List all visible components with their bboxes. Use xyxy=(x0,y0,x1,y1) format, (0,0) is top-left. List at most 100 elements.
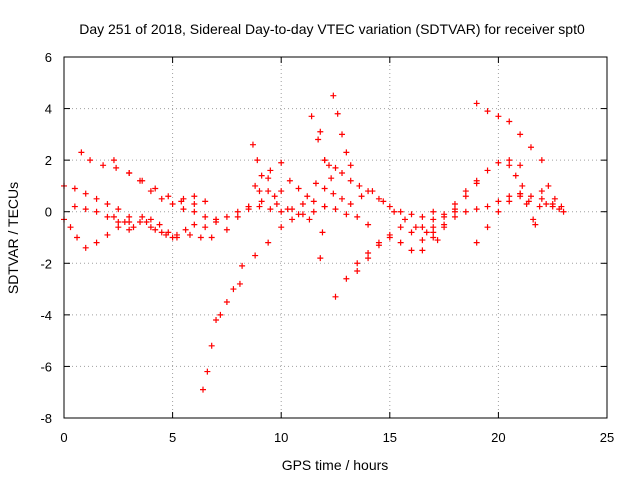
data-point xyxy=(365,255,372,262)
data-point xyxy=(556,206,563,213)
data-point xyxy=(82,190,89,197)
series-track-t xyxy=(473,100,545,164)
data-point xyxy=(113,164,120,171)
data-point xyxy=(430,229,437,236)
data-point xyxy=(538,188,545,195)
data-point xyxy=(254,157,261,164)
data-point xyxy=(82,244,89,251)
data-point xyxy=(93,195,100,202)
y-tick-label: 2 xyxy=(45,153,52,168)
data-point xyxy=(299,200,306,207)
data-point xyxy=(93,239,100,246)
data-point xyxy=(152,226,159,233)
data-point xyxy=(93,208,100,215)
data-point xyxy=(110,213,117,220)
data-point xyxy=(197,234,204,241)
data-point xyxy=(332,164,339,171)
data-point xyxy=(434,237,441,244)
series-track-r xyxy=(347,188,441,244)
data-point xyxy=(339,170,346,177)
data-point xyxy=(412,224,419,231)
data-point xyxy=(202,224,209,231)
data-point xyxy=(462,188,469,195)
data-point xyxy=(191,208,198,215)
series-track-f xyxy=(110,198,328,238)
data-point xyxy=(278,188,285,195)
data-point xyxy=(217,311,224,318)
data-point xyxy=(295,211,302,218)
data-point xyxy=(430,224,437,231)
data-point xyxy=(158,195,165,202)
data-point xyxy=(343,149,350,156)
data-point xyxy=(473,100,480,107)
data-point xyxy=(517,131,524,138)
series-track-k xyxy=(245,175,346,210)
data-point xyxy=(397,239,404,246)
data-point xyxy=(506,198,513,205)
data-point xyxy=(115,206,122,213)
data-point xyxy=(397,224,404,231)
data-point xyxy=(82,206,89,213)
series-track-p xyxy=(332,206,458,300)
data-point xyxy=(121,219,128,226)
data-point xyxy=(339,131,346,138)
data-point xyxy=(484,224,491,231)
data-point xyxy=(71,185,78,192)
x-tick-label: 15 xyxy=(383,430,397,445)
y-tick-label: -8 xyxy=(40,411,52,426)
data-point xyxy=(532,221,539,228)
data-point xyxy=(354,268,361,275)
data-point xyxy=(462,208,469,215)
data-point xyxy=(530,216,537,223)
data-point xyxy=(332,206,339,213)
data-point xyxy=(180,206,187,213)
data-point xyxy=(202,213,209,220)
data-point xyxy=(265,188,272,195)
x-tick-label: 5 xyxy=(169,430,176,445)
data-point xyxy=(234,213,241,220)
x-tick-label: 20 xyxy=(491,430,505,445)
data-point xyxy=(284,206,291,213)
data-point xyxy=(356,182,363,189)
data-point xyxy=(495,159,502,166)
data-point xyxy=(386,203,393,210)
data-point xyxy=(506,193,513,200)
data-point xyxy=(147,216,154,223)
data-point xyxy=(408,211,415,218)
data-point xyxy=(451,200,458,207)
data-point xyxy=(419,237,426,244)
data-point xyxy=(358,193,365,200)
data-point xyxy=(289,216,296,223)
data-point xyxy=(208,234,215,241)
data-point xyxy=(147,188,154,195)
data-point xyxy=(139,213,146,220)
data-point xyxy=(213,216,220,223)
series-track-s xyxy=(419,180,480,254)
data-point xyxy=(343,275,350,282)
x-tick-label: 0 xyxy=(60,430,67,445)
y-axis-label: SDTVAR / TECUs xyxy=(5,182,21,294)
data-point xyxy=(104,231,111,238)
series-track-j xyxy=(239,203,372,269)
data-point xyxy=(278,224,285,231)
series-track-i xyxy=(200,280,243,393)
data-point xyxy=(325,162,332,169)
data-point xyxy=(271,193,278,200)
data-point xyxy=(152,185,159,192)
data-point xyxy=(317,255,324,262)
series-track-d xyxy=(110,157,220,223)
data-point xyxy=(104,213,111,220)
data-point xyxy=(295,185,302,192)
data-point xyxy=(223,213,230,220)
data-point xyxy=(310,198,317,205)
series-track-b xyxy=(61,216,133,251)
y-axis-ticks: -8 -6 -4 -2 0 2 4 6 xyxy=(40,50,607,426)
data-point xyxy=(163,231,170,238)
data-point xyxy=(545,182,552,189)
data-point xyxy=(110,157,117,164)
data-point xyxy=(430,216,437,223)
data-point xyxy=(321,157,328,164)
data-point xyxy=(278,208,285,215)
data-point xyxy=(186,231,193,238)
data-point xyxy=(441,213,448,220)
